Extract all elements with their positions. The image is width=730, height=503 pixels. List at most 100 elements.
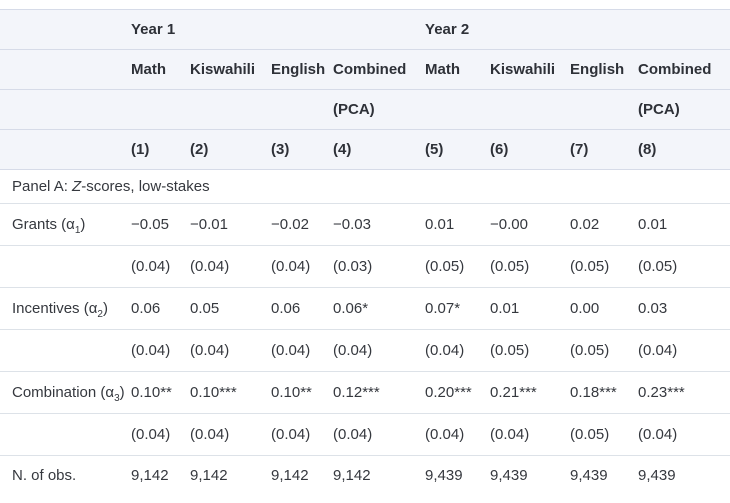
table-row-incentives-se: (0.04) (0.04) (0.04) (0.04) (0.04) (0.05… bbox=[0, 329, 730, 372]
row-label-close: ) bbox=[102, 300, 108, 317]
obs-cell: 9,142 bbox=[271, 466, 309, 484]
value-cell: 0.10** bbox=[271, 384, 312, 401]
row-label-subscript: 2 bbox=[97, 309, 103, 320]
col-header-math-y1: Math bbox=[131, 61, 166, 78]
row-label-subscript: 3 bbox=[114, 393, 120, 404]
col-header-kiswahili-y1: Kiswahili bbox=[190, 61, 256, 78]
se-cell: (0.04) bbox=[638, 342, 678, 359]
se-cell: (0.05) bbox=[570, 258, 610, 275]
se-cell: (0.05) bbox=[490, 342, 530, 359]
col-number-8: (8) bbox=[638, 141, 657, 158]
empty-header-cell bbox=[570, 90, 638, 130]
se-cell: (0.04) bbox=[271, 426, 311, 443]
value-cell: 0.18*** bbox=[570, 384, 617, 401]
panel-title-row: Panel A: Z-scores, low-stakes bbox=[0, 169, 730, 204]
col-number-4: (4) bbox=[333, 141, 352, 158]
pca-label-y2: (PCA) bbox=[638, 101, 680, 118]
col-number-7: (7) bbox=[570, 141, 589, 158]
table-row-grants-se: (0.04) (0.04) (0.04) (0.03) (0.05) (0.05… bbox=[0, 245, 730, 288]
empty-label-cell bbox=[0, 414, 131, 456]
se-cell: (0.05) bbox=[490, 258, 530, 275]
obs-cell: 9,142 bbox=[131, 466, 169, 484]
value-cell: 0.21*** bbox=[490, 384, 537, 401]
row-label-subscript: 1 bbox=[74, 225, 81, 236]
value-cell: −0.00 bbox=[490, 216, 528, 233]
se-cell: (0.05) bbox=[570, 426, 610, 443]
se-cell: (0.03) bbox=[333, 258, 373, 275]
value-cell: 0.00 bbox=[570, 300, 600, 317]
col-header-combined-y2: Combined bbox=[638, 61, 712, 78]
value-cell: 0.06 bbox=[131, 300, 161, 317]
value-cell: −0.03 bbox=[333, 216, 371, 233]
se-cell: (0.05) bbox=[425, 258, 465, 275]
panel-title-z: Z bbox=[72, 178, 82, 195]
value-cell: 0.20*** bbox=[425, 384, 472, 401]
se-cell: (0.04) bbox=[333, 426, 373, 443]
se-cell: (0.05) bbox=[570, 342, 610, 359]
se-cell: (0.04) bbox=[131, 258, 171, 275]
empty-header-cell bbox=[0, 130, 131, 170]
value-cell: 0.10*** bbox=[190, 384, 237, 401]
se-cell: (0.04) bbox=[131, 426, 171, 443]
se-cell: (0.04) bbox=[190, 426, 230, 443]
table-row-combination-se: (0.04) (0.04) (0.04) (0.04) (0.04) (0.04… bbox=[0, 413, 730, 456]
year1-header: Year 1 bbox=[131, 21, 176, 38]
row-label-close: ) bbox=[119, 384, 125, 401]
col-header-english-y1: English bbox=[271, 61, 326, 78]
empty-header-cell bbox=[490, 90, 570, 130]
value-cell: 0.01 bbox=[490, 300, 520, 317]
value-cell: 0.12*** bbox=[333, 384, 380, 401]
pca-header-row: (PCA) (PCA) bbox=[0, 89, 730, 130]
value-cell: −0.02 bbox=[271, 216, 309, 233]
table-row-combination: Combination (α3) 0.10** 0.10*** 0.10** 0… bbox=[0, 371, 730, 414]
empty-header-cell bbox=[131, 90, 190, 130]
value-cell: 0.23*** bbox=[638, 384, 685, 401]
panel-title: Panel A: Z-scores, low-stakes bbox=[0, 170, 730, 204]
col-header-kiswahili-y2: Kiswahili bbox=[490, 61, 556, 78]
se-cell: (0.05) bbox=[638, 258, 678, 275]
value-cell: 0.01 bbox=[425, 216, 455, 233]
value-cell: 0.06* bbox=[333, 300, 369, 317]
table-body: Panel A: Z-scores, low-stakes Grants (α1… bbox=[0, 169, 730, 495]
row-label-combination: Combination (α3) bbox=[0, 372, 131, 414]
value-cell: 0.03 bbox=[638, 300, 668, 317]
row-label-incentives: Incentives (α2) bbox=[0, 288, 131, 330]
year2-header: Year 2 bbox=[425, 21, 470, 38]
table-header: Year 1 Year 2 Math Kiswahili English Com… bbox=[0, 9, 730, 170]
obs-cell: 9,439 bbox=[570, 466, 608, 484]
se-cell: (0.04) bbox=[190, 258, 230, 275]
col-number-5: (5) bbox=[425, 141, 444, 158]
results-table-container: Year 1 Year 2 Math Kiswahili English Com… bbox=[0, 9, 730, 495]
obs-cell: 9,439 bbox=[425, 466, 463, 484]
obs-cell: 9,439 bbox=[638, 466, 676, 484]
row-label-text: Combination (α bbox=[12, 384, 115, 401]
empty-header-cell bbox=[425, 90, 490, 130]
table-row-grants: Grants (α1) −0.05 −0.01 −0.02 −0.03 0.01… bbox=[0, 203, 730, 246]
se-cell: (0.04) bbox=[271, 342, 311, 359]
value-cell: 0.01 bbox=[638, 216, 668, 233]
empty-header-cell bbox=[0, 90, 131, 130]
panel-title-prefix: Panel A: bbox=[12, 178, 73, 195]
empty-label-cell bbox=[0, 246, 131, 288]
se-cell: (0.04) bbox=[425, 342, 465, 359]
col-number-2: (2) bbox=[190, 141, 209, 158]
se-cell: (0.04) bbox=[425, 426, 465, 443]
value-cell: 0.06 bbox=[271, 300, 301, 317]
row-label-text: Incentives (α bbox=[12, 300, 98, 317]
table-row-incentives: Incentives (α2) 0.06 0.05 0.06 0.06* 0.0… bbox=[0, 287, 730, 330]
value-cell: −0.01 bbox=[190, 216, 228, 233]
col-header-combined-y1: Combined bbox=[333, 61, 407, 78]
se-cell: (0.04) bbox=[190, 342, 230, 359]
col-number-3: (3) bbox=[271, 141, 290, 158]
empty-header-cell bbox=[0, 50, 131, 90]
table-row-observations: N. of obs. 9,142 9,142 9,142 9,142 9,439… bbox=[0, 455, 730, 495]
empty-header-cell bbox=[271, 90, 333, 130]
col-header-english-y2: English bbox=[570, 61, 625, 78]
col-number-1: (1) bbox=[131, 141, 150, 158]
column-number-row: (1) (2) (3) (4) (5) (6) (7) (8) bbox=[0, 129, 730, 170]
se-cell: (0.04) bbox=[131, 342, 171, 359]
obs-cell: 9,142 bbox=[333, 466, 371, 484]
value-cell: 0.07* bbox=[425, 300, 461, 317]
obs-cell: 9,439 bbox=[490, 466, 528, 484]
value-cell: 0.02 bbox=[570, 216, 600, 233]
